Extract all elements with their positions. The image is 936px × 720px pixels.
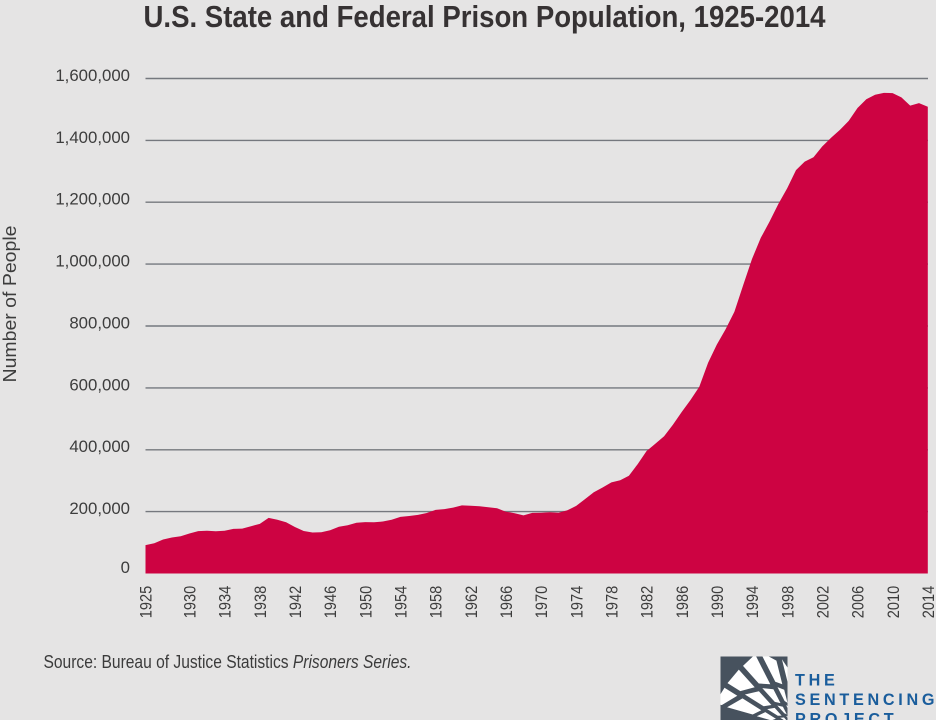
svg-text:SENTENCING: SENTENCING — [795, 691, 936, 709]
svg-text:1994: 1994 — [743, 586, 762, 619]
svg-text:1970: 1970 — [532, 586, 551, 619]
svg-text:1962: 1962 — [462, 586, 481, 619]
svg-text:1942: 1942 — [286, 586, 305, 619]
svg-text:600,000: 600,000 — [69, 375, 130, 394]
svg-text:1986: 1986 — [673, 586, 692, 619]
svg-text:1,400,000: 1,400,000 — [55, 128, 130, 147]
svg-text:1990: 1990 — [708, 586, 727, 619]
svg-text:1,000,000: 1,000,000 — [55, 252, 130, 271]
svg-text:U.S. State and Federal Prison: U.S. State and Federal Prison Population… — [144, 0, 827, 34]
svg-text:400,000: 400,000 — [69, 437, 130, 456]
svg-text:1946: 1946 — [321, 586, 340, 619]
svg-text:1950: 1950 — [356, 586, 375, 619]
svg-text:1,600,000: 1,600,000 — [55, 66, 130, 85]
svg-text:200,000: 200,000 — [69, 499, 130, 518]
svg-text:1934: 1934 — [216, 586, 235, 619]
svg-text:1998: 1998 — [778, 586, 797, 619]
svg-text:1974: 1974 — [567, 586, 586, 619]
svg-text:1,200,000: 1,200,000 — [55, 190, 130, 209]
svg-text:Number of People: Number of People — [0, 226, 20, 383]
svg-text:2006: 2006 — [849, 586, 868, 619]
svg-text:1954: 1954 — [392, 586, 411, 619]
svg-text:1958: 1958 — [427, 586, 446, 619]
svg-text:1938: 1938 — [251, 586, 270, 619]
svg-text:2010: 2010 — [884, 586, 903, 619]
svg-text:2002: 2002 — [813, 586, 832, 619]
svg-text:Source: Bureau of Justice Stat: Source: Bureau of Justice Statistics Pri… — [44, 652, 412, 672]
svg-text:1966: 1966 — [497, 586, 516, 619]
svg-text:1978: 1978 — [603, 586, 622, 619]
svg-text:0: 0 — [121, 558, 130, 577]
svg-text:1930: 1930 — [181, 586, 200, 619]
svg-text:1982: 1982 — [638, 586, 657, 619]
svg-text:THE: THE — [795, 672, 838, 690]
svg-text:2014: 2014 — [919, 586, 936, 619]
svg-text:1925: 1925 — [137, 586, 156, 619]
svg-text:800,000: 800,000 — [69, 314, 130, 333]
svg-text:PROJECT: PROJECT — [795, 711, 897, 720]
